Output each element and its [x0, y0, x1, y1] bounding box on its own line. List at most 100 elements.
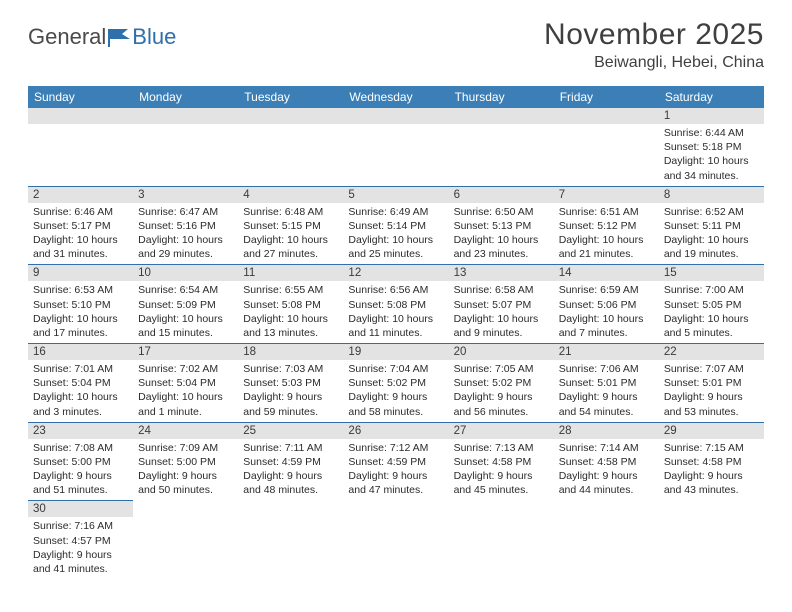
day-sunset: Sunset: 5:12 PM — [559, 219, 654, 233]
day-cell: 3Sunrise: 6:47 AMSunset: 5:16 PMDaylight… — [133, 186, 238, 265]
day-number: 6 — [449, 186, 554, 203]
day-number: 15 — [659, 264, 764, 281]
day-cell — [28, 108, 133, 186]
day-number: 10 — [133, 264, 238, 281]
day-sunset: Sunset: 5:11 PM — [664, 219, 759, 233]
week-row: 2Sunrise: 6:46 AMSunset: 5:17 PMDaylight… — [28, 186, 764, 265]
calendar-body: 1Sunrise: 6:44 AMSunset: 5:18 PMDaylight… — [28, 108, 764, 579]
day-body: Sunrise: 7:06 AMSunset: 5:01 PMDaylight:… — [554, 360, 659, 422]
day-body: Sunrise: 6:58 AMSunset: 5:07 PMDaylight:… — [449, 281, 554, 343]
day-sunrise: Sunrise: 7:01 AM — [33, 362, 128, 376]
day-cell: 21Sunrise: 7:06 AMSunset: 5:01 PMDayligh… — [554, 343, 659, 422]
day-daylight1: Daylight: 10 hours — [454, 312, 549, 326]
day-daylight2: and 11 minutes. — [348, 326, 443, 340]
day-sunset: Sunset: 5:08 PM — [348, 298, 443, 312]
day-daylight1: Daylight: 9 hours — [664, 390, 759, 404]
day-number: 14 — [554, 264, 659, 281]
day-daylight1: Daylight: 9 hours — [243, 390, 338, 404]
day-sunset: Sunset: 4:58 PM — [559, 455, 654, 469]
empty-body — [28, 124, 133, 172]
day-sunrise: Sunrise: 6:46 AM — [33, 205, 128, 219]
day-daylight1: Daylight: 9 hours — [33, 469, 128, 483]
day-sunrise: Sunrise: 7:15 AM — [664, 441, 759, 455]
dayhead-tuesday: Tuesday — [238, 86, 343, 108]
day-daylight1: Daylight: 10 hours — [138, 312, 233, 326]
day-daylight1: Daylight: 10 hours — [243, 233, 338, 247]
day-cell: 20Sunrise: 7:05 AMSunset: 5:02 PMDayligh… — [449, 343, 554, 422]
empty-daynum — [343, 108, 448, 124]
day-daylight1: Daylight: 10 hours — [664, 154, 759, 168]
day-number: 12 — [343, 264, 448, 281]
dayhead-monday: Monday — [133, 86, 238, 108]
day-daylight1: Daylight: 10 hours — [33, 233, 128, 247]
day-number: 30 — [28, 500, 133, 517]
day-daylight2: and 5 minutes. — [664, 326, 759, 340]
day-sunrise: Sunrise: 7:05 AM — [454, 362, 549, 376]
day-number: 21 — [554, 343, 659, 360]
day-number: 11 — [238, 264, 343, 281]
day-daylight1: Daylight: 9 hours — [454, 390, 549, 404]
empty-body — [449, 124, 554, 172]
day-number: 13 — [449, 264, 554, 281]
day-daylight2: and 1 minute. — [138, 405, 233, 419]
day-daylight2: and 41 minutes. — [33, 562, 128, 576]
day-cell — [449, 500, 554, 579]
day-body: Sunrise: 6:47 AMSunset: 5:16 PMDaylight:… — [133, 203, 238, 265]
day-cell: 23Sunrise: 7:08 AMSunset: 5:00 PMDayligh… — [28, 422, 133, 501]
day-number: 26 — [343, 422, 448, 439]
day-daylight2: and 45 minutes. — [454, 483, 549, 497]
day-body: Sunrise: 7:03 AMSunset: 5:03 PMDaylight:… — [238, 360, 343, 422]
empty-daynum — [238, 108, 343, 124]
day-number: 24 — [133, 422, 238, 439]
day-number: 27 — [449, 422, 554, 439]
day-daylight2: and 19 minutes. — [664, 247, 759, 261]
day-cell — [659, 500, 764, 579]
day-daylight1: Daylight: 10 hours — [559, 233, 654, 247]
day-daylight1: Daylight: 9 hours — [559, 390, 654, 404]
day-cell — [238, 500, 343, 579]
day-daylight2: and 29 minutes. — [138, 247, 233, 261]
day-cell: 25Sunrise: 7:11 AMSunset: 4:59 PMDayligh… — [238, 422, 343, 501]
day-daylight2: and 56 minutes. — [454, 405, 549, 419]
day-daylight2: and 34 minutes. — [664, 169, 759, 183]
day-sunset: Sunset: 5:05 PM — [664, 298, 759, 312]
day-sunset: Sunset: 5:02 PM — [348, 376, 443, 390]
day-daylight2: and 43 minutes. — [664, 483, 759, 497]
day-sunset: Sunset: 5:01 PM — [664, 376, 759, 390]
day-body: Sunrise: 6:52 AMSunset: 5:11 PMDaylight:… — [659, 203, 764, 265]
day-daylight1: Daylight: 9 hours — [559, 469, 654, 483]
day-body: Sunrise: 6:44 AMSunset: 5:18 PMDaylight:… — [659, 124, 764, 186]
day-daylight2: and 23 minutes. — [454, 247, 549, 261]
day-cell: 29Sunrise: 7:15 AMSunset: 4:58 PMDayligh… — [659, 422, 764, 501]
day-daylight1: Daylight: 9 hours — [33, 548, 128, 562]
day-cell: 26Sunrise: 7:12 AMSunset: 4:59 PMDayligh… — [343, 422, 448, 501]
day-daylight2: and 50 minutes. — [138, 483, 233, 497]
day-cell — [554, 108, 659, 186]
day-sunrise: Sunrise: 7:00 AM — [664, 283, 759, 297]
day-sunrise: Sunrise: 7:04 AM — [348, 362, 443, 376]
logo-text-2: Blue — [132, 24, 176, 50]
day-body: Sunrise: 7:02 AMSunset: 5:04 PMDaylight:… — [133, 360, 238, 422]
day-cell: 17Sunrise: 7:02 AMSunset: 5:04 PMDayligh… — [133, 343, 238, 422]
day-cell: 19Sunrise: 7:04 AMSunset: 5:02 PMDayligh… — [343, 343, 448, 422]
day-daylight2: and 58 minutes. — [348, 405, 443, 419]
day-daylight2: and 51 minutes. — [33, 483, 128, 497]
day-sunrise: Sunrise: 6:58 AM — [454, 283, 549, 297]
week-row: 30Sunrise: 7:16 AMSunset: 4:57 PMDayligh… — [28, 500, 764, 579]
day-cell: 22Sunrise: 7:07 AMSunset: 5:01 PMDayligh… — [659, 343, 764, 422]
day-body: Sunrise: 7:05 AMSunset: 5:02 PMDaylight:… — [449, 360, 554, 422]
day-daylight2: and 9 minutes. — [454, 326, 549, 340]
day-cell: 7Sunrise: 6:51 AMSunset: 5:12 PMDaylight… — [554, 186, 659, 265]
empty-body — [343, 124, 448, 172]
day-number: 29 — [659, 422, 764, 439]
day-sunset: Sunset: 5:04 PM — [138, 376, 233, 390]
day-number: 4 — [238, 186, 343, 203]
day-sunset: Sunset: 5:03 PM — [243, 376, 338, 390]
day-number: 5 — [343, 186, 448, 203]
day-number: 9 — [28, 264, 133, 281]
day-sunrise: Sunrise: 7:07 AM — [664, 362, 759, 376]
day-sunrise: Sunrise: 7:09 AM — [138, 441, 233, 455]
day-daylight2: and 31 minutes. — [33, 247, 128, 261]
calendar-table: Sunday Monday Tuesday Wednesday Thursday… — [28, 86, 764, 579]
day-number: 20 — [449, 343, 554, 360]
